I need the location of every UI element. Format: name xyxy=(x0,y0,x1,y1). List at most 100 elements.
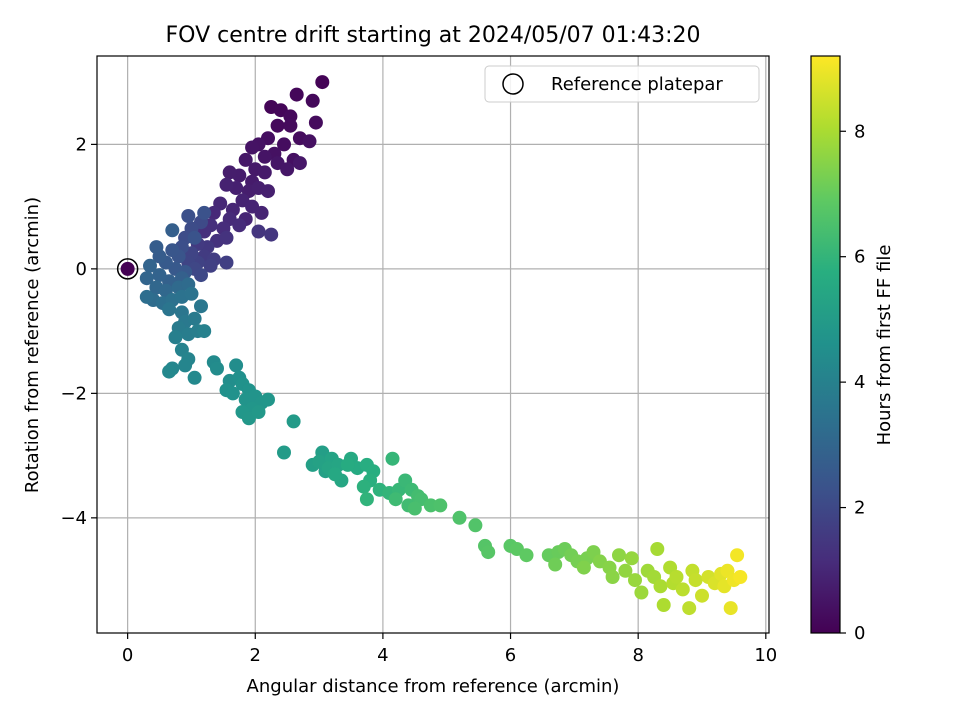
x-axis-ticks: 0 2 4 6 8 10 xyxy=(122,633,777,666)
data-point xyxy=(165,223,180,238)
colorbar-tick-label: 6 xyxy=(854,247,865,268)
data-point xyxy=(245,140,260,155)
data-point xyxy=(340,457,355,472)
data-point xyxy=(238,152,253,167)
data-point xyxy=(264,227,279,242)
data-point xyxy=(194,299,208,314)
data-point xyxy=(308,115,323,130)
plot-frame xyxy=(96,55,770,634)
data-point xyxy=(149,240,164,255)
x-tick-label: 2 xyxy=(250,645,261,666)
data-point xyxy=(289,87,304,102)
data-point xyxy=(257,165,272,180)
data-point xyxy=(222,165,237,180)
data-point xyxy=(359,492,374,507)
data-point xyxy=(286,414,301,429)
reference-platepar-marker xyxy=(116,258,139,280)
data-point xyxy=(305,93,320,108)
data-point xyxy=(194,268,208,283)
data-point xyxy=(283,118,298,133)
data-point xyxy=(187,230,202,245)
data-point xyxy=(254,205,269,220)
x-tick-label: 6 xyxy=(505,645,516,666)
x-tick-label: 8 xyxy=(632,645,643,666)
data-point xyxy=(143,258,157,273)
colorbar-tick-label: 4 xyxy=(854,372,865,393)
data-point xyxy=(162,302,177,317)
data-point xyxy=(184,286,199,301)
data-point xyxy=(468,518,483,533)
colorbar-tick-label: 8 xyxy=(854,121,865,142)
data-point xyxy=(328,467,342,482)
data-point xyxy=(251,405,266,419)
data-point xyxy=(656,598,671,612)
data-point xyxy=(219,177,234,192)
data-point xyxy=(669,570,684,584)
data-point xyxy=(634,585,649,600)
data-point xyxy=(548,557,563,572)
colorbar-tick-label: 2 xyxy=(854,498,865,519)
y-tick-label: 0 xyxy=(76,259,87,280)
data-point xyxy=(229,358,244,373)
data-point xyxy=(210,361,224,376)
data-point xyxy=(277,137,291,152)
colorbar-ticks: 0 2 4 6 8 xyxy=(840,121,865,644)
data-point xyxy=(139,289,154,304)
reference-point-ring xyxy=(116,258,139,280)
data-point xyxy=(612,548,626,563)
chart-title: FOV centre drift starting at 2024/05/07 … xyxy=(166,23,701,48)
data-point xyxy=(292,156,307,171)
data-point xyxy=(197,205,212,220)
data-point xyxy=(688,573,703,588)
data-point xyxy=(187,370,202,385)
y-tick-label: 2 xyxy=(76,134,87,155)
x-tick-label: 10 xyxy=(754,645,777,666)
colorbar-tick-label: 0 xyxy=(854,623,865,644)
legend-entry-reference: Reference platepar xyxy=(551,74,723,95)
legend-marker-icon xyxy=(502,73,524,95)
y-axis-label: Rotation from reference (arcmin) xyxy=(22,197,43,493)
x-tick-label: 4 xyxy=(377,645,388,666)
data-point xyxy=(385,451,400,466)
data-point xyxy=(168,330,183,345)
legend-box xyxy=(484,65,760,103)
colorbar-label: Hours from first FF file xyxy=(874,245,895,446)
data-point xyxy=(653,579,668,594)
data-point xyxy=(356,479,371,494)
data-point xyxy=(519,548,534,563)
data-point xyxy=(257,149,272,164)
data-point xyxy=(695,588,709,603)
data-point xyxy=(618,563,633,578)
data-point xyxy=(315,75,330,90)
data-point xyxy=(650,542,665,556)
y-axis-ticks: −4 −2 0 2 xyxy=(60,134,97,529)
data-point xyxy=(219,230,234,245)
data-point xyxy=(628,573,642,588)
data-point xyxy=(433,498,448,513)
data-point xyxy=(270,118,285,133)
data-point xyxy=(181,209,196,223)
data-point xyxy=(178,358,193,373)
data-point xyxy=(261,392,275,407)
scatter-points xyxy=(139,75,748,616)
data-point xyxy=(197,324,212,339)
data-point xyxy=(624,551,639,566)
data-point xyxy=(277,445,291,460)
x-axis-label: Angular distance from reference (arcmin) xyxy=(247,676,620,697)
data-point xyxy=(605,570,620,584)
data-point xyxy=(723,601,738,616)
colorbar: 0 2 4 6 8 Hours from first FF file xyxy=(810,55,895,644)
data-point xyxy=(219,255,234,270)
data-point xyxy=(232,218,247,233)
data-point xyxy=(682,601,697,616)
data-point xyxy=(407,501,422,516)
data-point xyxy=(576,560,591,575)
data-point xyxy=(280,162,295,177)
data-point xyxy=(152,268,167,283)
data-point xyxy=(261,184,275,199)
data-point xyxy=(481,545,496,560)
data-point xyxy=(251,224,266,239)
data-point xyxy=(162,364,177,379)
